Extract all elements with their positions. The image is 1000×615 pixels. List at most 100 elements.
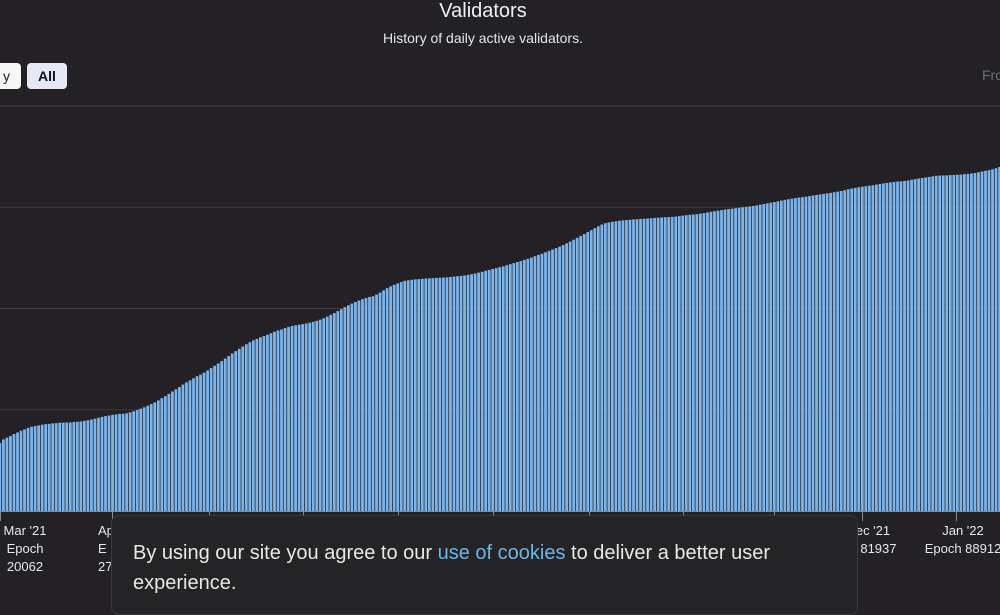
bar[interactable] xyxy=(382,290,385,511)
bar[interactable] xyxy=(202,372,206,511)
bar[interactable] xyxy=(808,196,811,511)
bar[interactable] xyxy=(223,358,227,511)
bar[interactable] xyxy=(533,256,537,511)
bar[interactable] xyxy=(955,174,959,511)
bar[interactable] xyxy=(470,274,473,511)
bar[interactable] xyxy=(787,199,790,511)
bar[interactable] xyxy=(181,384,185,511)
bar[interactable] xyxy=(456,276,459,511)
bar[interactable] xyxy=(2,439,5,511)
bar[interactable] xyxy=(505,265,509,511)
bar[interactable] xyxy=(998,166,1000,511)
bar[interactable] xyxy=(804,196,808,511)
bar[interactable] xyxy=(442,277,445,511)
bar[interactable] xyxy=(399,282,403,511)
bar[interactable] xyxy=(40,424,44,511)
bar[interactable] xyxy=(991,169,994,511)
bar[interactable] xyxy=(385,288,389,511)
bar[interactable] xyxy=(354,302,357,511)
bar[interactable] xyxy=(927,176,931,512)
bar[interactable] xyxy=(23,429,26,511)
bar[interactable] xyxy=(762,204,766,511)
bar[interactable] xyxy=(431,278,435,511)
bar[interactable] xyxy=(625,220,628,511)
bar[interactable] xyxy=(347,305,350,511)
bar[interactable] xyxy=(51,423,55,511)
bar[interactable] xyxy=(501,266,505,511)
bar[interactable] xyxy=(709,211,713,512)
bar[interactable] xyxy=(878,183,882,511)
bar[interactable] xyxy=(867,185,871,511)
bar[interactable] xyxy=(413,279,417,511)
bar[interactable] xyxy=(885,182,889,511)
bar[interactable] xyxy=(438,277,442,511)
bar[interactable] xyxy=(498,267,502,511)
bar[interactable] xyxy=(322,318,326,511)
bar[interactable] xyxy=(882,183,885,511)
bar[interactable] xyxy=(47,423,51,511)
bar[interactable] xyxy=(259,337,262,511)
bar[interactable] xyxy=(987,170,991,512)
bar[interactable] xyxy=(934,175,938,511)
bar[interactable] xyxy=(114,414,118,511)
bar[interactable] xyxy=(192,378,195,511)
bar[interactable] xyxy=(558,246,561,511)
bar[interactable] xyxy=(0,442,2,511)
bar[interactable] xyxy=(579,235,583,512)
bar[interactable] xyxy=(142,407,146,511)
bar[interactable] xyxy=(910,179,913,512)
bar[interactable] xyxy=(618,220,621,511)
bar[interactable] xyxy=(941,175,945,511)
bar[interactable] xyxy=(424,278,428,512)
bar[interactable] xyxy=(417,279,421,511)
bar[interactable] xyxy=(977,172,980,511)
bar[interactable] xyxy=(607,222,611,512)
bar[interactable] xyxy=(445,277,449,511)
bar[interactable] xyxy=(530,257,533,511)
bar[interactable] xyxy=(765,203,769,511)
bar[interactable] xyxy=(61,422,65,511)
bar[interactable] xyxy=(58,422,62,511)
bar[interactable] xyxy=(970,173,973,512)
bar[interactable] xyxy=(906,180,910,511)
bar[interactable] xyxy=(822,193,825,512)
bar[interactable] xyxy=(681,215,685,511)
bar[interactable] xyxy=(561,245,565,511)
bar[interactable] xyxy=(769,202,773,512)
bar[interactable] xyxy=(248,342,252,511)
bar[interactable] xyxy=(5,437,9,511)
bar[interactable] xyxy=(994,168,998,511)
bar[interactable] xyxy=(44,424,48,511)
bar[interactable] xyxy=(371,296,375,511)
bar[interactable] xyxy=(93,418,97,511)
bar[interactable] xyxy=(111,414,114,511)
bar[interactable] xyxy=(491,269,495,511)
bar[interactable] xyxy=(153,402,157,511)
bar[interactable] xyxy=(449,277,452,511)
bar[interactable] xyxy=(512,263,516,511)
bar[interactable] xyxy=(301,324,305,511)
bar[interactable] xyxy=(255,338,259,511)
bar[interactable] xyxy=(519,260,523,511)
bar[interactable] xyxy=(811,195,815,512)
bar[interactable] xyxy=(727,209,730,511)
bar[interactable] xyxy=(97,417,100,511)
bar[interactable] xyxy=(26,427,30,511)
bar[interactable] xyxy=(283,328,287,511)
bar[interactable] xyxy=(716,210,720,512)
bar[interactable] xyxy=(304,323,308,511)
bar[interactable] xyxy=(702,213,706,511)
bar[interactable] xyxy=(572,239,576,511)
bar[interactable] xyxy=(829,192,833,512)
bar[interactable] xyxy=(403,280,407,511)
bar[interactable] xyxy=(695,214,699,511)
bar[interactable] xyxy=(30,426,33,511)
bar[interactable] xyxy=(540,253,544,512)
bar[interactable] xyxy=(156,400,160,511)
bar[interactable] xyxy=(435,277,438,511)
bar[interactable] xyxy=(315,320,319,511)
bar[interactable] xyxy=(523,259,526,511)
bar[interactable] xyxy=(230,353,234,511)
bar[interactable] xyxy=(959,174,963,512)
bar[interactable] xyxy=(378,292,382,511)
